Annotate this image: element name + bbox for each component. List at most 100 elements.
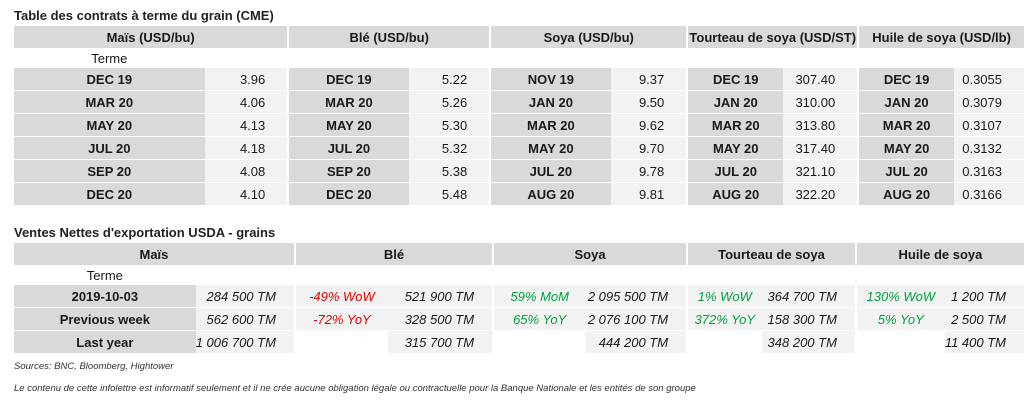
futures-header-soya: Soya (USD/bu) [489, 26, 687, 48]
futures-title: Table des contrats à terme du grain (CME… [14, 8, 274, 23]
futures-header-tourteau: Tourteau de soya (USD/ST) [686, 26, 858, 48]
exports-row: 2019-10-03 284 500 TM -49% WoW 521 900 TM 59… [14, 285, 1024, 308]
contract-month: JUL 20 [857, 160, 954, 183]
futures-row: SEP 20 4.08 SEP 20 5.38 JUL 20 9.78 JUL 20 321.… [14, 160, 1024, 183]
export-volume: 1 200 TM [944, 285, 1024, 308]
contract-price: 9.78 [610, 160, 687, 183]
export-volume: 2 095 500 TM [585, 285, 687, 308]
futures-row: DEC 20 4.10 DEC 20 5.48 AUG 20 9.81 AUG 20 322.… [14, 183, 1024, 206]
contract-month: DEC 19 [857, 68, 954, 91]
contract-price: 9.50 [610, 91, 687, 114]
contract-month: MAR 20 [857, 114, 954, 137]
contract-month: MAR 20 [489, 114, 611, 137]
contract-month: JUL 20 [287, 137, 409, 160]
exports-header-mais: Maïs [14, 243, 294, 265]
contract-month: DEC 19 [14, 68, 205, 91]
exports-header-row: Maïs Blé Soya Tourteau de soya Huile de … [14, 243, 1024, 265]
contract-price: 322.20 [783, 183, 858, 206]
export-change: 372% YoY [686, 308, 762, 331]
export-volume: 2 500 TM [944, 308, 1024, 331]
contract-price: 4.18 [204, 137, 288, 160]
exports-row-label: 2019-10-03 [14, 285, 196, 308]
contract-price: 0.3079 [953, 91, 1024, 114]
futures-row: JUL 20 4.18 JUL 20 5.32 MAY 20 9.70 MAY 20 317.… [14, 137, 1024, 160]
contract-price: 4.10 [204, 183, 288, 206]
exports-row-label: Previous week [14, 308, 196, 331]
contract-price: 310.00 [783, 91, 858, 114]
contract-price: 9.37 [610, 68, 687, 91]
export-volume: 315 700 TM [387, 331, 493, 354]
contract-month: AUG 20 [686, 183, 784, 206]
export-volume: 348 200 TM [761, 331, 855, 354]
contract-month: JAN 20 [489, 91, 611, 114]
export-volume: 11 400 TM [944, 331, 1024, 354]
contract-month: AUG 20 [489, 183, 611, 206]
export-volume: 284 500 TM [195, 285, 294, 308]
contract-price: 5.32 [408, 137, 490, 160]
futures-term-label: Terme [91, 50, 128, 66]
contract-month: MAY 20 [287, 114, 409, 137]
contract-month: AUG 20 [857, 183, 954, 206]
export-volume: 562 600 TM [195, 308, 294, 331]
exports-row: Previous week 562 600 TM -72% YoY 328 500 T… [14, 308, 1024, 331]
futures-row: MAY 20 4.13 MAY 20 5.30 MAR 20 9.62 MAR 20 313.… [14, 114, 1024, 137]
contract-month: MAR 20 [686, 114, 784, 137]
futures-row: MAR 20 4.06 MAR 20 5.26 JAN 20 9.50 JAN 20 310.… [14, 91, 1024, 114]
export-change: -49% WoW [293, 285, 388, 308]
export-volume: 158 300 TM [761, 308, 855, 331]
contract-price: 5.22 [408, 68, 490, 91]
contract-price: 3.96 [204, 68, 288, 91]
contract-price: 0.3055 [953, 68, 1024, 91]
contract-price: 307.40 [783, 68, 858, 91]
disclaimer-note: Le contenu de cette infolettre est infor… [14, 383, 696, 394]
contract-price: 0.3166 [953, 183, 1024, 206]
contract-price: 9.70 [610, 137, 687, 160]
export-change [492, 331, 586, 354]
contract-price: 0.3132 [953, 137, 1024, 160]
sources-note: Sources: BNC, Bloomberg, Hightower [14, 361, 174, 372]
contract-month: JAN 20 [686, 91, 784, 114]
contract-month: DEC 19 [686, 68, 784, 91]
contract-month: NOV 19 [489, 68, 611, 91]
exports-term-row: Terme [14, 265, 1024, 285]
export-change: 5% YoY [854, 308, 945, 331]
contract-month: SEP 20 [287, 160, 409, 183]
exports-header-ble: Blé [293, 243, 493, 265]
export-volume: 444 200 TM [585, 331, 687, 354]
contract-price: 313.80 [783, 114, 858, 137]
contract-month: SEP 20 [14, 160, 205, 183]
exports-row: Last year 1 006 700 TM 315 700 TM 444 200 T… [14, 331, 1024, 354]
contract-month: MAR 20 [14, 91, 205, 114]
contract-price: 321.10 [783, 160, 858, 183]
contract-month: JUL 20 [489, 160, 611, 183]
export-volume: 328 500 TM [387, 308, 493, 331]
futures-header-row: Maïs (USD/bu) Blé (USD/bu) Soya (USD/bu)… [14, 26, 1024, 48]
export-change: 1% WoW [686, 285, 762, 308]
contract-price: 4.08 [204, 160, 288, 183]
contract-month: JUL 20 [686, 160, 784, 183]
contract-month: DEC 20 [287, 183, 409, 206]
exports-header-huile: Huile de soya [854, 243, 1024, 265]
contract-price: 0.3163 [953, 160, 1024, 183]
contract-month: JAN 20 [857, 91, 954, 114]
export-volume: 2 076 100 TM [585, 308, 687, 331]
export-volume: 521 900 TM [387, 285, 493, 308]
futures-row: DEC 19 3.96 DEC 19 5.22 NOV 19 9.37 DEC 19 307.… [14, 68, 1024, 91]
contract-month: DEC 19 [287, 68, 409, 91]
exports-title: Ventes Nettes d'exportation USDA - grain… [14, 225, 276, 240]
export-change [854, 331, 945, 354]
futures-header-huile: Huile de soya (USD/lb) [857, 26, 1024, 48]
contract-month: MAR 20 [287, 91, 409, 114]
exports-header-soya: Soya [492, 243, 687, 265]
contract-month: MAY 20 [857, 137, 954, 160]
futures-term-row: Terme [14, 48, 1024, 68]
contract-price: 5.30 [408, 114, 490, 137]
contract-price: 9.62 [610, 114, 687, 137]
contract-price: 4.13 [204, 114, 288, 137]
contract-price: 5.26 [408, 91, 490, 114]
contract-price: 9.81 [610, 183, 687, 206]
exports-term-label: Terme [86, 267, 123, 283]
contract-price: 4.06 [204, 91, 288, 114]
contract-month: JUL 20 [14, 137, 205, 160]
contract-price: 5.48 [408, 183, 490, 206]
